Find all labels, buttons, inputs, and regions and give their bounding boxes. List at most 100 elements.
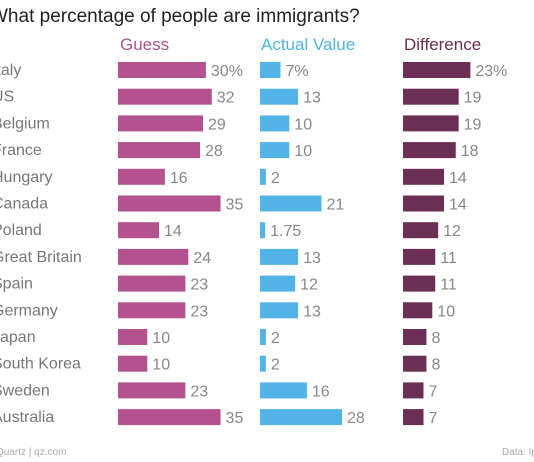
- row-label: Japan: [0, 329, 36, 346]
- row-label: South Korea: [0, 356, 81, 373]
- data-label: 14: [164, 223, 182, 240]
- data-label: 19: [464, 116, 482, 133]
- bar: [118, 62, 206, 78]
- data-label: 1.75: [270, 223, 301, 240]
- bar: [118, 248, 189, 265]
- source-credit: Quartz | qz.com: [0, 447, 67, 458]
- bar: [260, 355, 266, 372]
- bar: [403, 302, 433, 319]
- data-label: 10: [294, 116, 312, 133]
- series-header: Guess: [120, 35, 169, 54]
- row-label: France: [0, 142, 42, 159]
- bar: [403, 409, 424, 426]
- row-label: Canada: [0, 196, 48, 213]
- row-label: Spain: [0, 276, 33, 293]
- row-label: Sweden: [0, 382, 50, 399]
- bar: [260, 302, 299, 319]
- data-label: 16: [170, 170, 188, 187]
- data-label: 35: [226, 410, 244, 427]
- bar: [403, 248, 436, 265]
- data-label: 29: [208, 116, 226, 133]
- data-label: 14: [449, 197, 467, 214]
- bar: [118, 195, 221, 212]
- data-label: 7: [429, 410, 438, 427]
- bar: [403, 222, 439, 239]
- row-label: US: [0, 89, 14, 106]
- data-label: 23: [190, 383, 208, 400]
- bar: [260, 329, 266, 345]
- data-label: 12: [300, 277, 318, 294]
- data-label: 10: [437, 303, 455, 320]
- bar: [118, 355, 148, 372]
- row-label: Belgium: [0, 115, 50, 132]
- data-label: 11: [440, 277, 457, 294]
- data-label: 14: [449, 170, 467, 187]
- bar: [118, 222, 160, 239]
- chart-title: What percentage of people are immigrants…: [0, 6, 360, 27]
- bar: [260, 409, 343, 426]
- bar: [118, 382, 186, 399]
- bar: [118, 275, 186, 292]
- bar: [403, 355, 427, 372]
- bar: [403, 115, 459, 132]
- bar: [403, 62, 471, 78]
- bar: [403, 168, 445, 185]
- bar: [118, 409, 221, 426]
- data-label: 2: [271, 330, 280, 347]
- data-label: 18: [461, 143, 479, 160]
- bar: [403, 275, 436, 292]
- bar: [260, 142, 290, 159]
- row-label: Hungary: [0, 169, 52, 186]
- bar: [118, 329, 148, 345]
- data-label: 19: [464, 90, 482, 107]
- data-label: 28: [347, 410, 365, 427]
- bar: [403, 195, 445, 212]
- data-label: 10: [152, 357, 170, 374]
- data-label: 7%: [286, 63, 309, 80]
- data-label: 13: [303, 90, 321, 107]
- data-label: 2: [271, 357, 280, 374]
- data-label: 23: [190, 277, 208, 294]
- bar: [260, 115, 290, 132]
- data-label: 16: [312, 383, 330, 400]
- data-source: Data: Ips: [501, 447, 534, 458]
- row-label: Great Britain: [0, 249, 82, 266]
- data-label: 21: [327, 197, 345, 214]
- data-label: 23%: [475, 63, 507, 80]
- data-label: 12: [443, 223, 461, 240]
- data-label: 11: [440, 250, 457, 267]
- bar: [260, 88, 299, 105]
- bar: [260, 168, 266, 185]
- data-label: 10: [152, 330, 170, 347]
- bar: [118, 302, 186, 319]
- row-label: Australia: [0, 409, 54, 426]
- bar: [260, 382, 307, 399]
- data-label: 13: [303, 250, 321, 267]
- bar: [403, 88, 459, 105]
- series-header: Difference: [404, 35, 481, 54]
- bar: [118, 168, 165, 185]
- bar: [260, 248, 299, 265]
- series-header: Actual Value: [261, 35, 355, 54]
- data-label: 13: [303, 303, 321, 320]
- bar: [403, 382, 424, 399]
- row-label: Poland: [0, 222, 42, 239]
- bar: [118, 88, 212, 105]
- bar: [118, 142, 201, 159]
- data-label: 35: [226, 197, 244, 214]
- bar: [118, 115, 203, 132]
- data-label: 32: [217, 90, 235, 107]
- data-label: 2: [271, 170, 280, 187]
- bar: [260, 62, 281, 78]
- bar: [260, 275, 296, 292]
- data-label: 24: [193, 250, 211, 267]
- data-label: 8: [431, 330, 440, 347]
- data-label: 7: [429, 383, 438, 400]
- row-label: Germany: [0, 302, 58, 319]
- bar: [260, 195, 322, 212]
- data-label: 8: [431, 357, 440, 374]
- bar: [260, 222, 266, 239]
- data-label: 30%: [211, 63, 243, 80]
- data-label: 28: [205, 143, 223, 160]
